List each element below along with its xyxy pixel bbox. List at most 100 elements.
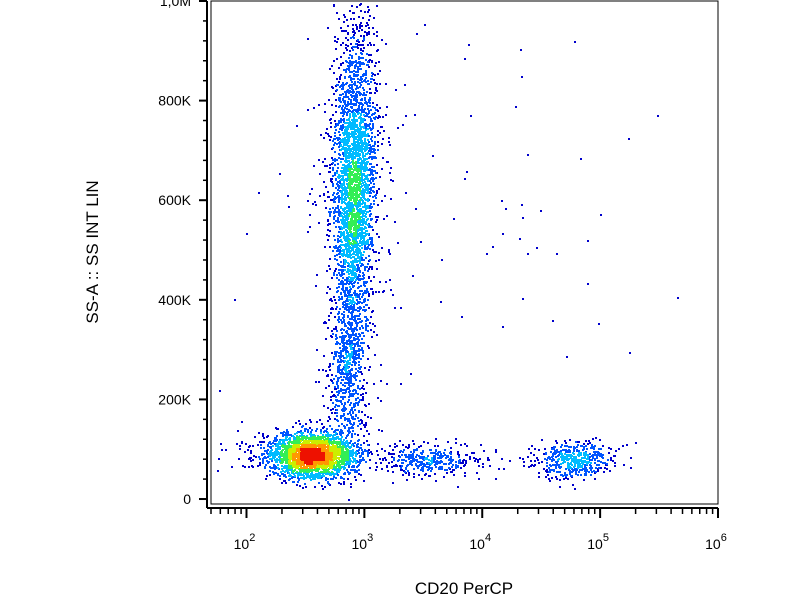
data-point [393, 465, 395, 467]
data-point [322, 161, 324, 163]
data-point [353, 301, 355, 303]
data-point [394, 221, 396, 223]
data-point [343, 321, 345, 323]
data-point [575, 473, 577, 475]
data-point [350, 483, 352, 485]
data-point [464, 443, 466, 445]
data-point [424, 24, 426, 26]
data-point [344, 153, 346, 155]
data-point [359, 293, 361, 295]
data-point [336, 12, 338, 14]
data-point [578, 455, 580, 457]
data-point [351, 308, 353, 310]
data-point [451, 460, 453, 462]
data-point [356, 293, 358, 295]
data-point [350, 382, 352, 384]
data-point [362, 94, 364, 96]
data-point [351, 455, 353, 457]
data-point [344, 226, 346, 228]
data-point [376, 190, 378, 192]
data-point [356, 446, 358, 448]
data-point [598, 467, 600, 469]
data-point [583, 460, 585, 462]
data-point [361, 180, 363, 182]
data-point [615, 450, 617, 452]
data-point [348, 57, 350, 59]
data-point [352, 328, 354, 330]
data-point [353, 406, 355, 408]
data-point [407, 470, 409, 472]
data-point [590, 474, 592, 476]
data-point [552, 455, 554, 457]
data-point [367, 128, 369, 130]
data-point [329, 171, 331, 173]
data-point [374, 156, 376, 158]
data-point [334, 351, 336, 353]
data-point [536, 247, 538, 249]
data-point [248, 446, 250, 448]
data-point [371, 177, 373, 179]
data-point [358, 449, 360, 451]
data-point [363, 442, 365, 444]
data-point [360, 35, 362, 37]
data-point [298, 474, 300, 476]
data-point [312, 203, 314, 205]
data-point [371, 266, 373, 268]
data-point [353, 70, 355, 72]
data-point [372, 174, 374, 176]
data-point [350, 469, 352, 471]
data-point [342, 255, 344, 257]
data-point [364, 367, 366, 369]
data-point [333, 218, 335, 220]
data-point [353, 145, 355, 147]
data-point [585, 452, 587, 454]
data-point [338, 226, 340, 228]
data-point [329, 418, 331, 420]
data-point [323, 194, 325, 196]
data-point [538, 449, 540, 451]
data-point [238, 458, 240, 460]
data-point [583, 448, 585, 450]
data-point [591, 471, 593, 473]
data-point [343, 213, 345, 215]
data-point [555, 440, 557, 442]
data-point [220, 443, 222, 445]
data-point [252, 466, 254, 468]
data-point [476, 472, 478, 474]
data-point [358, 452, 360, 454]
data-point [340, 101, 342, 103]
data-point [375, 260, 377, 262]
data-point [567, 467, 569, 469]
data-point [365, 320, 367, 322]
data-point [373, 44, 375, 46]
data-point [264, 457, 266, 459]
data-point [345, 37, 347, 39]
data-point [429, 449, 431, 451]
data-point [345, 240, 347, 242]
data-point [422, 470, 424, 472]
data-point [367, 185, 369, 187]
data-point [351, 426, 353, 428]
data-point [551, 477, 553, 479]
data-point [587, 455, 589, 457]
data-point [408, 474, 410, 476]
data-point [367, 224, 369, 226]
data-point [273, 440, 275, 442]
data-point [362, 272, 364, 274]
data-point [360, 114, 362, 116]
data-point [408, 446, 410, 448]
data-point [355, 100, 357, 102]
data-point [367, 61, 369, 63]
data-point [369, 59, 371, 61]
data-point [366, 153, 368, 155]
data-point [307, 200, 309, 202]
data-point [315, 381, 317, 383]
data-point [359, 260, 361, 262]
data-point [608, 447, 610, 449]
data-point [597, 470, 599, 472]
data-point [412, 275, 414, 277]
data-point [564, 461, 566, 463]
data-point [342, 82, 344, 84]
data-point [322, 369, 324, 371]
data-point [360, 342, 362, 344]
